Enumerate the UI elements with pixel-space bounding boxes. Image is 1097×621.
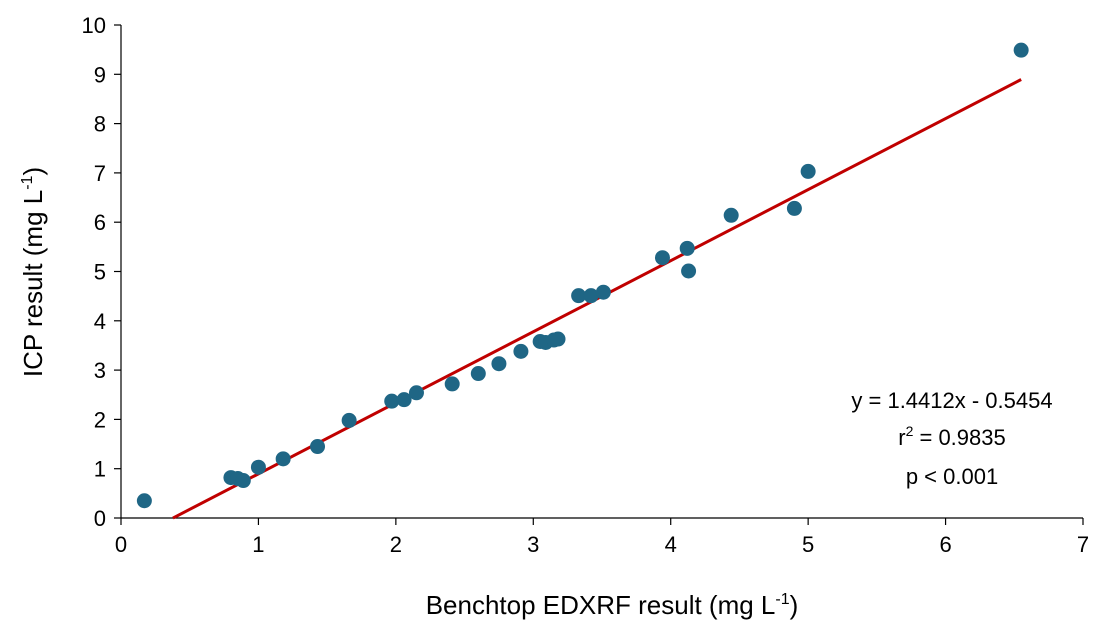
- data-point: [550, 331, 566, 347]
- y-tick-label: 3: [94, 358, 106, 383]
- data-point: [235, 473, 251, 489]
- y-axis-title: ICP result (mg L-1): [18, 167, 48, 377]
- y-tick-label: 7: [94, 161, 106, 186]
- data-point: [1013, 42, 1029, 58]
- data-points: [136, 42, 1029, 509]
- y-tick-label: 1: [94, 457, 106, 482]
- data-point: [800, 163, 816, 179]
- x-tick-label: 6: [939, 532, 951, 557]
- y-tick-label: 4: [94, 309, 106, 334]
- y-tick-label: 9: [94, 62, 106, 87]
- x-tick-label: 5: [802, 532, 814, 557]
- y-tick-label: 0: [94, 506, 106, 531]
- data-point: [679, 240, 695, 256]
- x-tick-label: 3: [527, 532, 539, 557]
- data-point: [408, 385, 424, 401]
- x-tick-label: 7: [1077, 532, 1089, 557]
- r-squared: r2 = 0.9835: [898, 423, 1006, 450]
- data-point: [513, 343, 529, 359]
- x-tick-label: 2: [390, 532, 402, 557]
- data-point: [786, 200, 802, 216]
- regression-equation: y = 1.4412x - 0.5454: [851, 388, 1052, 413]
- y-tick-label: 10: [82, 13, 106, 38]
- data-point: [136, 493, 152, 509]
- y-axis-ticks: 0 1 2 3 4 5 6 7 8 9 10: [82, 13, 121, 531]
- data-point: [384, 393, 400, 409]
- data-point: [341, 412, 357, 428]
- y-tick-label: 2: [94, 407, 106, 432]
- p-value: p < 0.001: [906, 464, 998, 489]
- y-tick-label: 5: [94, 260, 106, 285]
- y-tick-label: 6: [94, 210, 106, 235]
- x-tick-label: 4: [665, 532, 677, 557]
- data-point: [595, 284, 611, 300]
- data-point: [250, 459, 266, 475]
- data-point: [654, 250, 670, 266]
- data-point: [310, 439, 326, 455]
- data-point: [583, 288, 599, 304]
- x-tick-label: 1: [252, 532, 264, 557]
- data-point: [723, 207, 739, 223]
- data-point: [681, 263, 697, 279]
- x-axis-title: Benchtop EDXRF result (mg L-1): [426, 590, 799, 620]
- data-point: [444, 376, 460, 392]
- x-axis-ticks: 0 1 2 3 4 5 6 7: [115, 518, 1089, 557]
- y-tick-label: 8: [94, 112, 106, 137]
- x-tick-label: 0: [115, 532, 127, 557]
- data-point: [491, 356, 507, 372]
- data-point: [571, 288, 587, 304]
- data-point: [470, 366, 486, 382]
- data-point: [396, 392, 412, 408]
- data-point: [275, 451, 291, 467]
